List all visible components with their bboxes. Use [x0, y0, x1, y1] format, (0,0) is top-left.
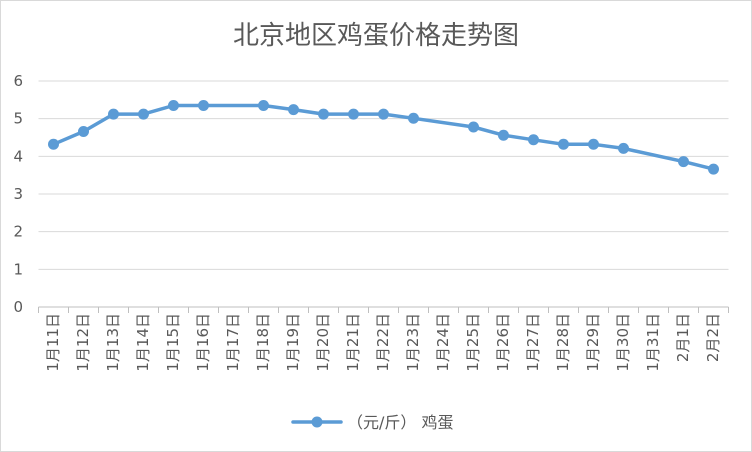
x-tick-label: 1月13日 [104, 313, 122, 372]
legend: （元/斤） 鸡蛋 [291, 413, 453, 432]
data-point [708, 163, 719, 175]
data-point [108, 108, 119, 120]
data-point [468, 121, 479, 133]
data-point [618, 142, 629, 154]
data-point [258, 99, 269, 111]
x-tick-label: 1月28日 [554, 313, 572, 372]
data-point [198, 99, 209, 111]
data-point [558, 138, 569, 150]
x-tick-label: 1月22日 [374, 313, 392, 372]
data-point [498, 129, 509, 141]
x-tick-label: 1月29日 [584, 313, 602, 372]
x-tick-label: 1月31日 [644, 313, 662, 372]
y-tick-label: 1 [13, 260, 23, 278]
x-tick-label: 1月23日 [404, 313, 422, 372]
x-tick-label: 1月25日 [464, 313, 482, 372]
data-point [588, 138, 599, 150]
x-tick-label: 1月30日 [614, 313, 632, 372]
data-point [138, 108, 149, 120]
data-point [408, 112, 419, 124]
x-tick-label: 1月20日 [314, 313, 332, 372]
x-tick-label: 1月12日 [74, 313, 92, 372]
x-tick-label: 2月1日 [674, 313, 692, 362]
x-tick-label: 1月16日 [194, 313, 212, 372]
data-point [318, 108, 329, 120]
data-point [378, 108, 389, 120]
x-tick-label: 1月17日 [224, 313, 242, 372]
series-layer [48, 99, 719, 175]
y-tick-label: 0 [13, 298, 23, 316]
x-tick-label: 1月24日 [434, 313, 452, 372]
data-point [78, 125, 89, 137]
data-point [48, 138, 59, 150]
data-point [288, 104, 299, 116]
x-tick-label: 1月18日 [254, 313, 272, 372]
x-tick-label: 1月27日 [524, 313, 542, 372]
legend-marker [311, 416, 323, 428]
y-tick-label: 5 [13, 110, 23, 128]
data-point [348, 108, 359, 120]
y-tick-label: 3 [13, 185, 23, 203]
data-point [168, 99, 179, 111]
x-tick-label: 1月26日 [494, 313, 512, 372]
legend-label: （元/斤） 鸡蛋 [347, 413, 453, 432]
x-tick-label: 1月15日 [164, 313, 182, 372]
y-tick-label: 6 [13, 72, 23, 90]
axes: 0 1 2 3 4 5 6 1月11日 1月12日 1月13日 1月14日 1月15日 1月16日 1月1… [13, 72, 729, 372]
y-tick-label: 2 [13, 223, 23, 241]
x-tick-label: 1月19日 [284, 313, 302, 372]
x-tick-label: 1月14日 [134, 313, 152, 372]
chart-title: 北京地区鸡蛋价格走势图 [233, 21, 519, 51]
data-point [528, 134, 539, 146]
x-tick-label: 1月21日 [344, 313, 362, 372]
x-tick-label: 1月11日 [44, 313, 62, 372]
data-point [678, 156, 689, 168]
y-tick-label: 4 [13, 147, 23, 165]
x-tick-label: 2月2日 [704, 313, 722, 362]
